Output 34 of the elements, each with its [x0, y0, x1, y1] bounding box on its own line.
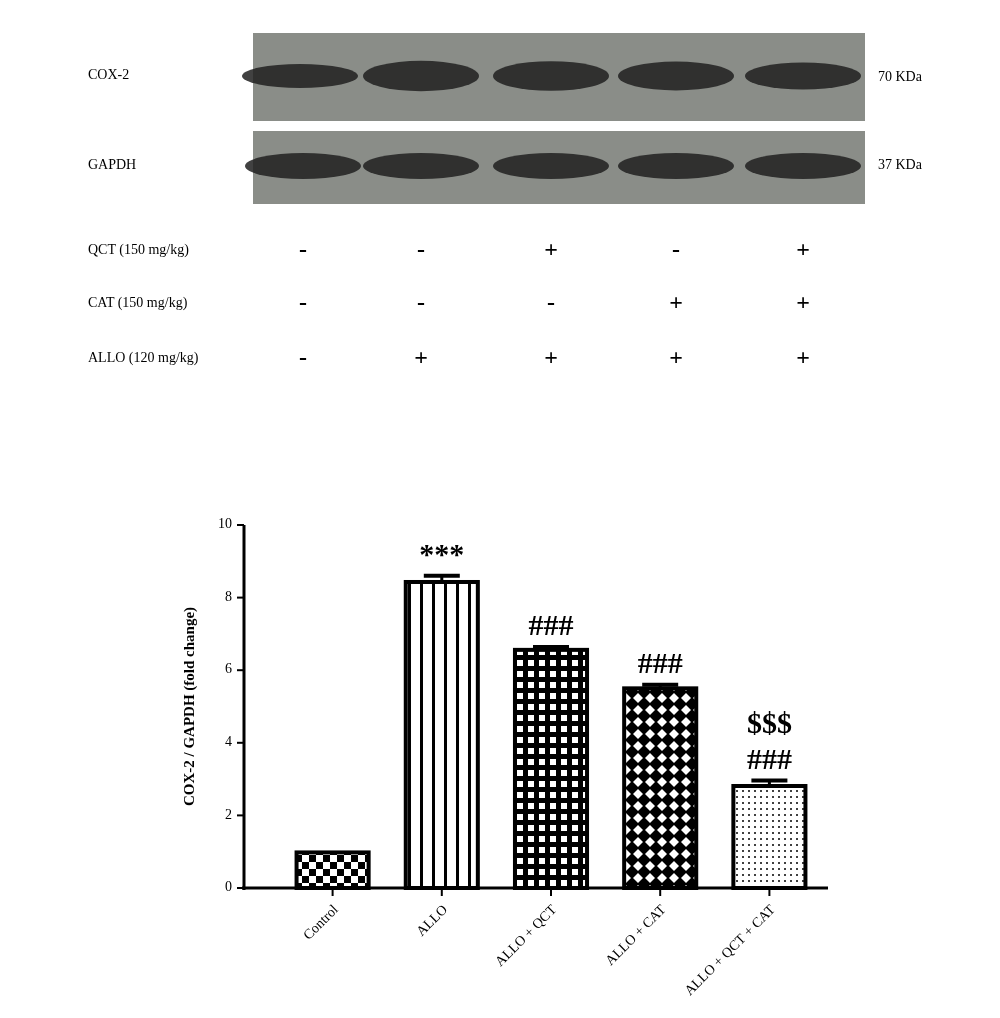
annotation: ###: [746, 741, 792, 775]
text: +: [669, 288, 683, 315]
text: +: [414, 343, 428, 370]
text: -: [299, 343, 307, 370]
text: -: [299, 288, 307, 315]
text: +: [796, 235, 810, 262]
y-tick-label: 0: [225, 879, 232, 895]
y-tick-label: 2: [225, 806, 232, 822]
text: +: [544, 343, 558, 370]
y-axis-title: COX-2 / GAPDH (fold change): [181, 606, 199, 807]
text: -: [672, 235, 680, 262]
text: -: [299, 235, 307, 262]
y-tick-label: 4: [225, 734, 232, 750]
text: 37 KDa: [878, 157, 923, 173]
text: -: [417, 288, 425, 315]
annotation: $$$: [746, 705, 792, 739]
text: -: [417, 235, 425, 262]
text: COX-2: [88, 67, 130, 83]
y-tick-label: 8: [225, 588, 232, 604]
text: QCT (150 mg/kg): [88, 242, 190, 259]
text: +: [669, 343, 683, 370]
text: -: [547, 288, 555, 315]
text: CAT (150 mg/kg): [88, 295, 188, 312]
y-tick-label: 10: [218, 516, 232, 532]
text: ALLO (120 mg/kg): [88, 350, 199, 367]
annotation: ###: [528, 607, 574, 641]
text: GAPDH: [88, 157, 137, 173]
annotation: ***: [419, 536, 465, 570]
text: +: [796, 343, 810, 370]
y-tick-label: 6: [225, 661, 232, 677]
text: +: [544, 235, 558, 262]
annotation: ###: [637, 645, 683, 679]
text: +: [796, 288, 810, 315]
text: 70 KDa: [878, 69, 923, 85]
